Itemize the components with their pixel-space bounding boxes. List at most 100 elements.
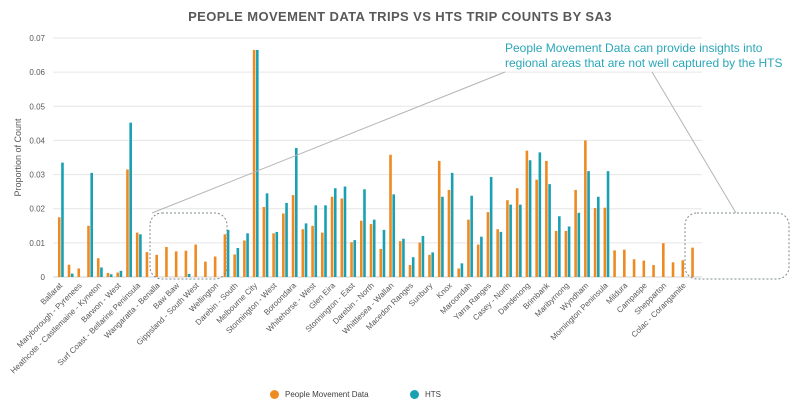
- bar-hts: [402, 238, 405, 277]
- bar-hts: [421, 236, 425, 277]
- bar-hts: [100, 267, 103, 277]
- bar-pmd: [593, 208, 597, 277]
- bar-hts: [470, 195, 473, 277]
- bar-pmd: [515, 188, 519, 277]
- bar-pmd: [252, 49, 256, 278]
- bar-pmd: [476, 244, 480, 277]
- y-tick-label: 0: [41, 273, 46, 282]
- bar-hts: [450, 172, 454, 277]
- bar-hts: [129, 122, 132, 277]
- bar-pmd: [389, 154, 392, 277]
- bar-pmd: [77, 268, 81, 277]
- bar-hts: [372, 219, 376, 277]
- bar-pmd: [223, 234, 227, 277]
- bar-pmd: [408, 265, 412, 277]
- bar-hts: [528, 160, 532, 277]
- bar-pmd: [467, 219, 470, 277]
- bar-hts: [509, 204, 512, 277]
- bar-pmd: [437, 160, 441, 277]
- bar-pmd: [204, 261, 207, 277]
- bar-pmd: [681, 260, 685, 277]
- bar-hts: [382, 229, 386, 277]
- bar-hts: [597, 196, 600, 277]
- bar-pmd: [359, 220, 363, 277]
- bar-pmd: [623, 249, 626, 277]
- bar-pmd: [545, 160, 548, 277]
- bar-pmd: [243, 240, 246, 277]
- bar-hts: [480, 236, 483, 277]
- bar-pmd: [535, 179, 538, 277]
- bar-hts: [577, 212, 581, 277]
- bar-hts: [70, 273, 74, 277]
- legend-label-hts: HTS: [425, 390, 441, 399]
- bar-hts: [411, 257, 415, 277]
- bar-hts: [119, 270, 123, 277]
- bar-pmd: [457, 268, 461, 277]
- bar-pmd: [584, 140, 587, 277]
- bar-hts: [285, 202, 288, 277]
- bar-pmd: [155, 254, 158, 277]
- bar-hts: [353, 240, 357, 277]
- bar-pmd: [291, 195, 295, 277]
- y-tick-label: 0.01: [29, 239, 45, 248]
- bar-pmd: [506, 200, 509, 277]
- bar-hts: [333, 188, 337, 277]
- legend-label-pmd: People Movement Data: [285, 390, 369, 399]
- bar-pmd: [369, 224, 373, 277]
- y-tick-label: 0.03: [29, 171, 45, 180]
- y-tick-label: 0.06: [29, 68, 45, 77]
- bar-pmd: [496, 229, 499, 277]
- bar-pmd: [106, 272, 110, 277]
- bar-pmd: [311, 225, 314, 277]
- bar-pmd: [447, 189, 451, 277]
- bar-hts: [304, 223, 308, 277]
- bar-hts: [90, 172, 93, 277]
- bar-hts: [314, 205, 318, 277]
- callout-line-left: [151, 71, 506, 214]
- bar-pmd: [194, 244, 197, 277]
- bar-hts: [275, 231, 279, 277]
- bar-pmd: [330, 196, 334, 277]
- bar-pmd: [116, 272, 120, 277]
- bar-pmd: [564, 230, 568, 277]
- bar-pmd: [96, 258, 100, 277]
- bar-pmd: [282, 213, 285, 277]
- bar-hts: [489, 176, 493, 277]
- bar-pmd: [233, 254, 236, 277]
- legend-item-pmd: People Movement Data: [270, 390, 369, 399]
- bar-hts: [519, 204, 522, 277]
- bar-hts: [109, 274, 113, 277]
- bar-pmd: [262, 207, 266, 277]
- highlight-box-regional-left: [149, 212, 228, 280]
- bar-hts: [265, 193, 269, 277]
- bar-hts: [187, 273, 191, 277]
- y-tick-label: 0.04: [29, 136, 45, 145]
- bar-hts: [460, 263, 464, 277]
- highlight-box-regional-right: [684, 212, 790, 280]
- bar-hts: [294, 147, 298, 277]
- bar-hts: [139, 234, 142, 277]
- bar-hts: [558, 216, 561, 277]
- bar-pmd: [671, 262, 675, 277]
- bar-pmd: [691, 247, 694, 277]
- bar-pmd: [87, 225, 90, 277]
- bar-pmd: [525, 150, 529, 277]
- bar-pmd: [652, 265, 655, 277]
- bar-pmd: [642, 260, 646, 277]
- bar-hts: [499, 231, 503, 277]
- y-tick-label: 0.05: [29, 102, 45, 111]
- legend-item-hts: HTS: [410, 390, 441, 399]
- bar-hts: [61, 162, 64, 277]
- bar-hts: [246, 233, 249, 277]
- y-tick-label: 0.07: [29, 34, 45, 43]
- bar-pmd: [613, 250, 616, 277]
- bar-hts: [567, 226, 571, 277]
- bar-pmd: [126, 169, 129, 277]
- bar-hts: [548, 184, 551, 277]
- bar-pmd: [350, 242, 353, 277]
- bar-pmd: [301, 229, 305, 277]
- bar-pmd: [379, 249, 383, 277]
- chart-annotation: People Movement Data can provide insight…: [505, 41, 783, 70]
- bar-hts: [606, 171, 610, 277]
